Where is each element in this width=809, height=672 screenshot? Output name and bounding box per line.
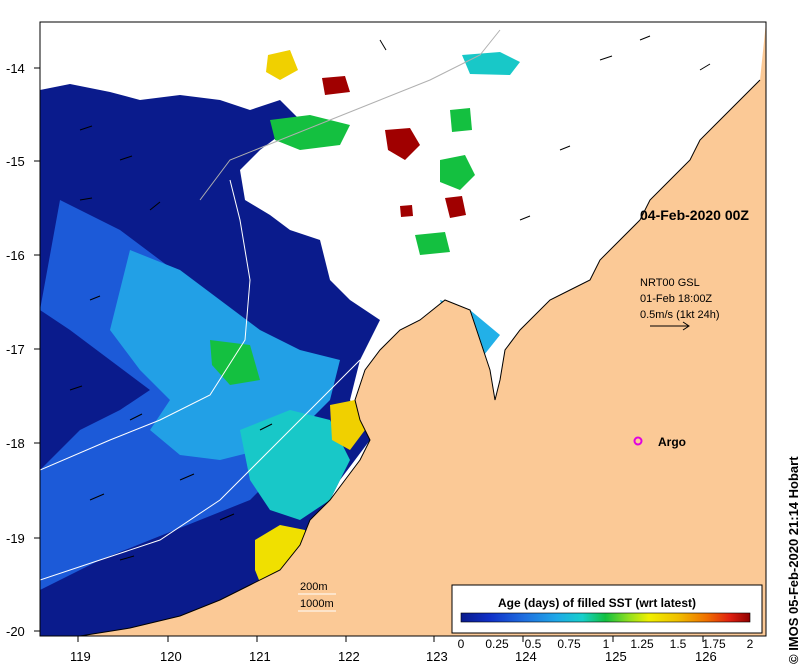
- lat-tick: -16: [6, 248, 25, 263]
- argo-label: Argo: [658, 435, 686, 449]
- colorbar-tick: 0.75: [557, 637, 581, 651]
- lat-tick: -17: [6, 342, 25, 357]
- coastline: [79, 79, 761, 636]
- lon-tick: 123: [426, 649, 448, 664]
- lon-tick: 125: [605, 649, 627, 664]
- lat-tick: -14: [6, 61, 25, 76]
- isobath-1000m: [40, 179, 251, 471]
- lon-tick: 124: [515, 649, 537, 664]
- lat-tick-labels: -14 -15 -16 -17 -18 -19 -20: [6, 61, 25, 639]
- colorbar-tick: 0: [458, 637, 465, 651]
- argo-float-marker: [633, 436, 643, 446]
- colorbar-tick: 2: [747, 637, 754, 651]
- sst-green-patch-3: [450, 108, 472, 132]
- isobath-200m: [40, 359, 361, 581]
- current-legend-line1: NRT00 GSL: [640, 277, 700, 289]
- colorbar: Age (days) of filled SST (wrt latest) 0 …: [451, 584, 763, 651]
- sst-yellow-region-2: [330, 400, 365, 450]
- lat-tick: -15: [6, 154, 25, 169]
- colorbar-gradient: [460, 612, 751, 623]
- sst-red-patch-2: [445, 196, 466, 218]
- credit-label: © IMOS 05-Feb-2020 21:14 Hobart: [786, 456, 801, 664]
- isobath-legend-1000: 1000m: [300, 598, 334, 610]
- colorbar-tick: 1.5: [670, 637, 687, 651]
- current-legend-line2: 01-Feb 18:00Z: [640, 293, 712, 305]
- sst-green-patch: [270, 115, 350, 150]
- lon-tick: 121: [249, 649, 271, 664]
- lon-tick-labels: 119 120 121 122 123 124 125 126: [70, 649, 717, 664]
- plot-frame: [39, 21, 767, 637]
- isobath-legend-200: 200m: [300, 581, 328, 593]
- sst-red-patch-4: [400, 205, 413, 217]
- sst-red-patch-3: [322, 76, 350, 95]
- sst-green-patch-5: [415, 232, 450, 255]
- lon-tick: 119: [70, 649, 91, 664]
- sst-green-patch-4: [210, 340, 260, 385]
- lon-tick: 122: [338, 649, 360, 664]
- lat-tick: -19: [6, 531, 25, 546]
- colorbar-title: Age (days) of filled SST (wrt latest): [498, 596, 696, 610]
- axis-ticks: [34, 67, 704, 642]
- scale-arrow-head: [682, 321, 690, 331]
- colorbar-tick: 1: [603, 637, 610, 651]
- sst-cyan-patch-north: [462, 52, 520, 75]
- lon-tick: 126: [695, 649, 717, 664]
- current-vectors: [69, 35, 711, 561]
- date-label: 04-Feb-2020 00Z: [640, 207, 749, 223]
- isobath-offshore: [199, 29, 501, 201]
- colorbar-tick: 0.5: [525, 637, 542, 651]
- colorbar-ticks: 0 0.25 0.5 0.75 1 1.25 1.5 1.75 2: [458, 637, 754, 651]
- isobath-legend: 200m 1000m: [298, 581, 336, 612]
- land-mass: [80, 22, 766, 636]
- lat-tick: -20: [6, 624, 25, 639]
- lat-tick: -18: [6, 436, 25, 451]
- lon-tick: 120: [160, 649, 182, 664]
- sst-red-patch: [385, 128, 420, 160]
- colorbar-tick: 1.25: [630, 637, 654, 651]
- colorbar-box: [451, 584, 763, 634]
- sst-yellow-patch-north: [266, 50, 298, 80]
- colorbar-tick: 0.25: [485, 637, 509, 651]
- colorbar-tick: 1.75: [702, 637, 726, 651]
- current-legend-line3: 0.5m/s (1kt 24h): [640, 309, 719, 321]
- current-legend: NRT00 GSL 01-Feb 18:00Z 0.5m/s (1kt 24h): [640, 277, 719, 331]
- sst-green-patch-2: [440, 155, 475, 190]
- sst-cyan-region: [240, 410, 350, 520]
